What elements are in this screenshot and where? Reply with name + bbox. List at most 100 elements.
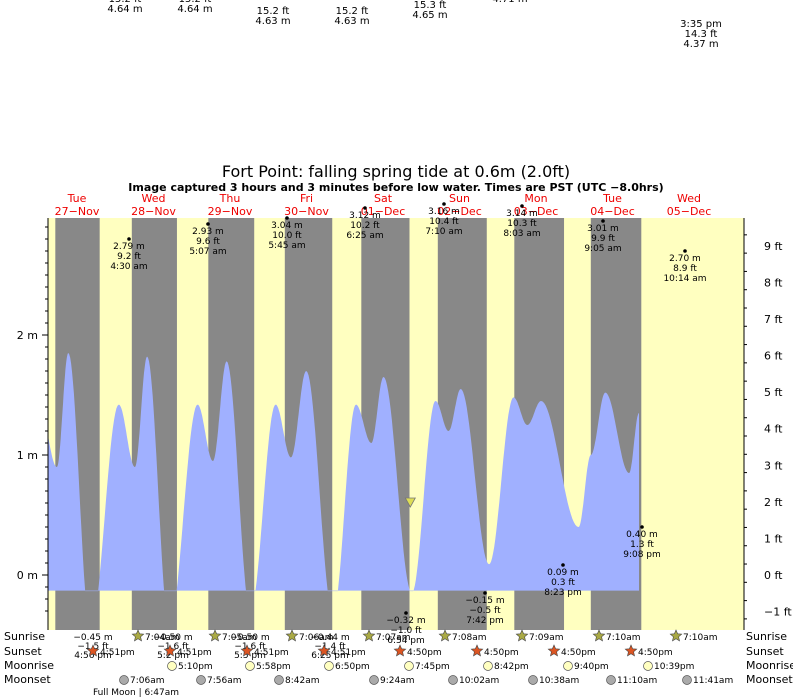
moonrise-icon: [643, 661, 653, 671]
peak-dot: [363, 206, 367, 210]
bottom-fragment-text: −0.44 m: [310, 633, 349, 643]
bottom-fragment-text: −0.50 m: [230, 633, 269, 643]
moonset-time: 11:10am: [617, 676, 657, 686]
sunrise-icon: [285, 629, 299, 642]
peak-label-text: 10.2 ft: [350, 221, 380, 231]
peak-label-text: 7:10 am: [425, 227, 462, 237]
peak-label-text: 6:25 am: [346, 231, 383, 241]
day-name: Sat: [374, 192, 393, 205]
row-label-left: Moonrise: [4, 659, 54, 672]
row-label-left: Moonset: [4, 673, 51, 686]
low-dot: [640, 525, 644, 529]
sunset-time: 4:50pm: [638, 648, 673, 658]
peak-label-text: 5:45 am: [268, 241, 305, 251]
peak-dot: [206, 222, 210, 226]
bottom-fragment-text: −0.45 m: [73, 633, 112, 643]
sunset-icon: [547, 644, 561, 657]
moonset-icon: [196, 675, 206, 685]
moonrise-icon: [483, 661, 493, 671]
row-label-right: Moonrise: [746, 659, 793, 672]
day-date: 02−Dec: [437, 205, 482, 218]
right-axis-label: 6 ft: [764, 350, 783, 363]
day-date: 04−Dec: [590, 205, 635, 218]
peak-label-text: 8:03 am: [503, 229, 540, 239]
sunset-time: 4:51pm: [254, 648, 289, 658]
low-label-text: −0.5 ft: [469, 606, 501, 616]
moonset-icon: [448, 675, 458, 685]
right-axis: −1 ft 0 ft 1 ft 2 ft 3 ft 4 ft 5 ft 6 ft 7 ft 8 f…: [743, 218, 792, 630]
low-label-text: 0.40 m: [626, 530, 658, 540]
sunset-icon: [393, 644, 407, 657]
top-fragment-text: 15.3 ft: [414, 0, 447, 11]
right-axis-label: 9 ft: [764, 240, 783, 253]
peak-label-text: 9.6 ft: [196, 237, 220, 247]
peak-dot: [285, 216, 289, 220]
row-label-left: Sunrise: [4, 630, 45, 643]
day-name: Tue: [67, 192, 87, 205]
day-name: Mon: [524, 192, 547, 205]
left-axis: 0 m 1 m 2 m: [17, 218, 49, 630]
moonrise-time: 7:45pm: [415, 662, 450, 672]
sunrise-icon: [208, 629, 222, 642]
low-label-text: 1.3 ft: [630, 540, 654, 550]
low-label-text: −0.32 m: [386, 616, 425, 626]
low-dot: [404, 611, 408, 615]
sunrise-icon: [362, 629, 376, 642]
sunrise-icon: [592, 629, 606, 642]
left-axis-label: 0 m: [17, 569, 38, 582]
peak-label-text: 2.79 m: [113, 242, 145, 252]
moonrise-icon: [324, 661, 334, 671]
row-label-right: Moonset: [746, 673, 793, 686]
day-name: Thu: [219, 192, 241, 205]
peak-label-text: 9.2 ft: [117, 252, 141, 262]
peak-label-text: 3.04 m: [271, 221, 303, 231]
moonset-time: 7:56am: [207, 676, 242, 686]
right-axis-label: 3 ft: [764, 459, 783, 472]
sunrise-time: 7:04am: [145, 633, 180, 643]
peak-label-text: 2.70 m: [669, 254, 701, 264]
sunrise-time: 7:05am: [222, 633, 257, 643]
row-label-left: Sunset: [4, 645, 42, 658]
right-axis-label: 2 ft: [764, 496, 783, 509]
moonset-icon: [606, 675, 616, 685]
plot-area: 2.79 m9.2 ft4:30 am 2.93 m9.6 ft5:07 am 3.…: [48, 202, 744, 646]
right-axis-label: 4 ft: [764, 423, 783, 436]
peak-label-text: 8.9 ft: [673, 264, 697, 274]
sunrise-time: 7:10am: [606, 633, 641, 643]
row-label-right: Sunrise: [746, 630, 787, 643]
moonset-icon: [274, 675, 284, 685]
top-fragment-text: 4.65 m: [412, 10, 447, 21]
peak-labels: 2.79 m9.2 ft4:30 am 2.93 m9.6 ft5:07 am 3.…: [110, 202, 707, 284]
top-fragment-text: 4.63 m: [255, 16, 290, 27]
peak-dot: [601, 219, 605, 223]
bottom-fragment-text: 4:56 pm: [74, 651, 112, 661]
day-date: 01−Dec: [361, 205, 406, 218]
right-axis-label: 1 ft: [764, 532, 783, 545]
right-axis-label: 8 ft: [764, 276, 783, 289]
peak-label-text: 10.0 ft: [272, 231, 302, 241]
peak-label-text: 10:14 am: [663, 274, 706, 284]
moonset-icon: [528, 675, 538, 685]
top-fragment-text: 4.64 m: [107, 4, 142, 15]
moonrise-time: 8:42pm: [494, 662, 529, 672]
sunset-time: 4:51pm: [100, 648, 135, 658]
day-name: Tue: [602, 192, 622, 205]
bottom-fragment-text: 5:5 pm: [234, 651, 266, 661]
peak-label-text: 5:07 am: [189, 247, 226, 257]
low-label-text: 0.09 m: [547, 568, 579, 578]
moonrise-time: 9:40pm: [574, 662, 609, 672]
moonset-time: 7:06am: [130, 676, 165, 686]
top-fragment-text: 15.2 ft: [336, 6, 369, 17]
sunset-icon: [86, 644, 100, 657]
right-axis-label: 7 ft: [764, 313, 783, 326]
low-label-text: −0.15 m: [465, 596, 504, 606]
peak-label-text: 9:05 am: [584, 244, 621, 254]
sunset-time: 4:51pm: [177, 648, 212, 658]
right-axis-label: 5 ft: [764, 386, 783, 399]
bottom-fragment-text: −1.6 ft: [234, 642, 266, 652]
sunset-time: 4:51pm: [331, 648, 366, 658]
moonrise-time: 5:58pm: [256, 662, 291, 672]
chart-title: Fort Point: falling spring tide at 0.6m …: [222, 162, 570, 181]
left-axis-label: 1 m: [17, 449, 38, 462]
day-date: 28−Nov: [131, 205, 176, 218]
